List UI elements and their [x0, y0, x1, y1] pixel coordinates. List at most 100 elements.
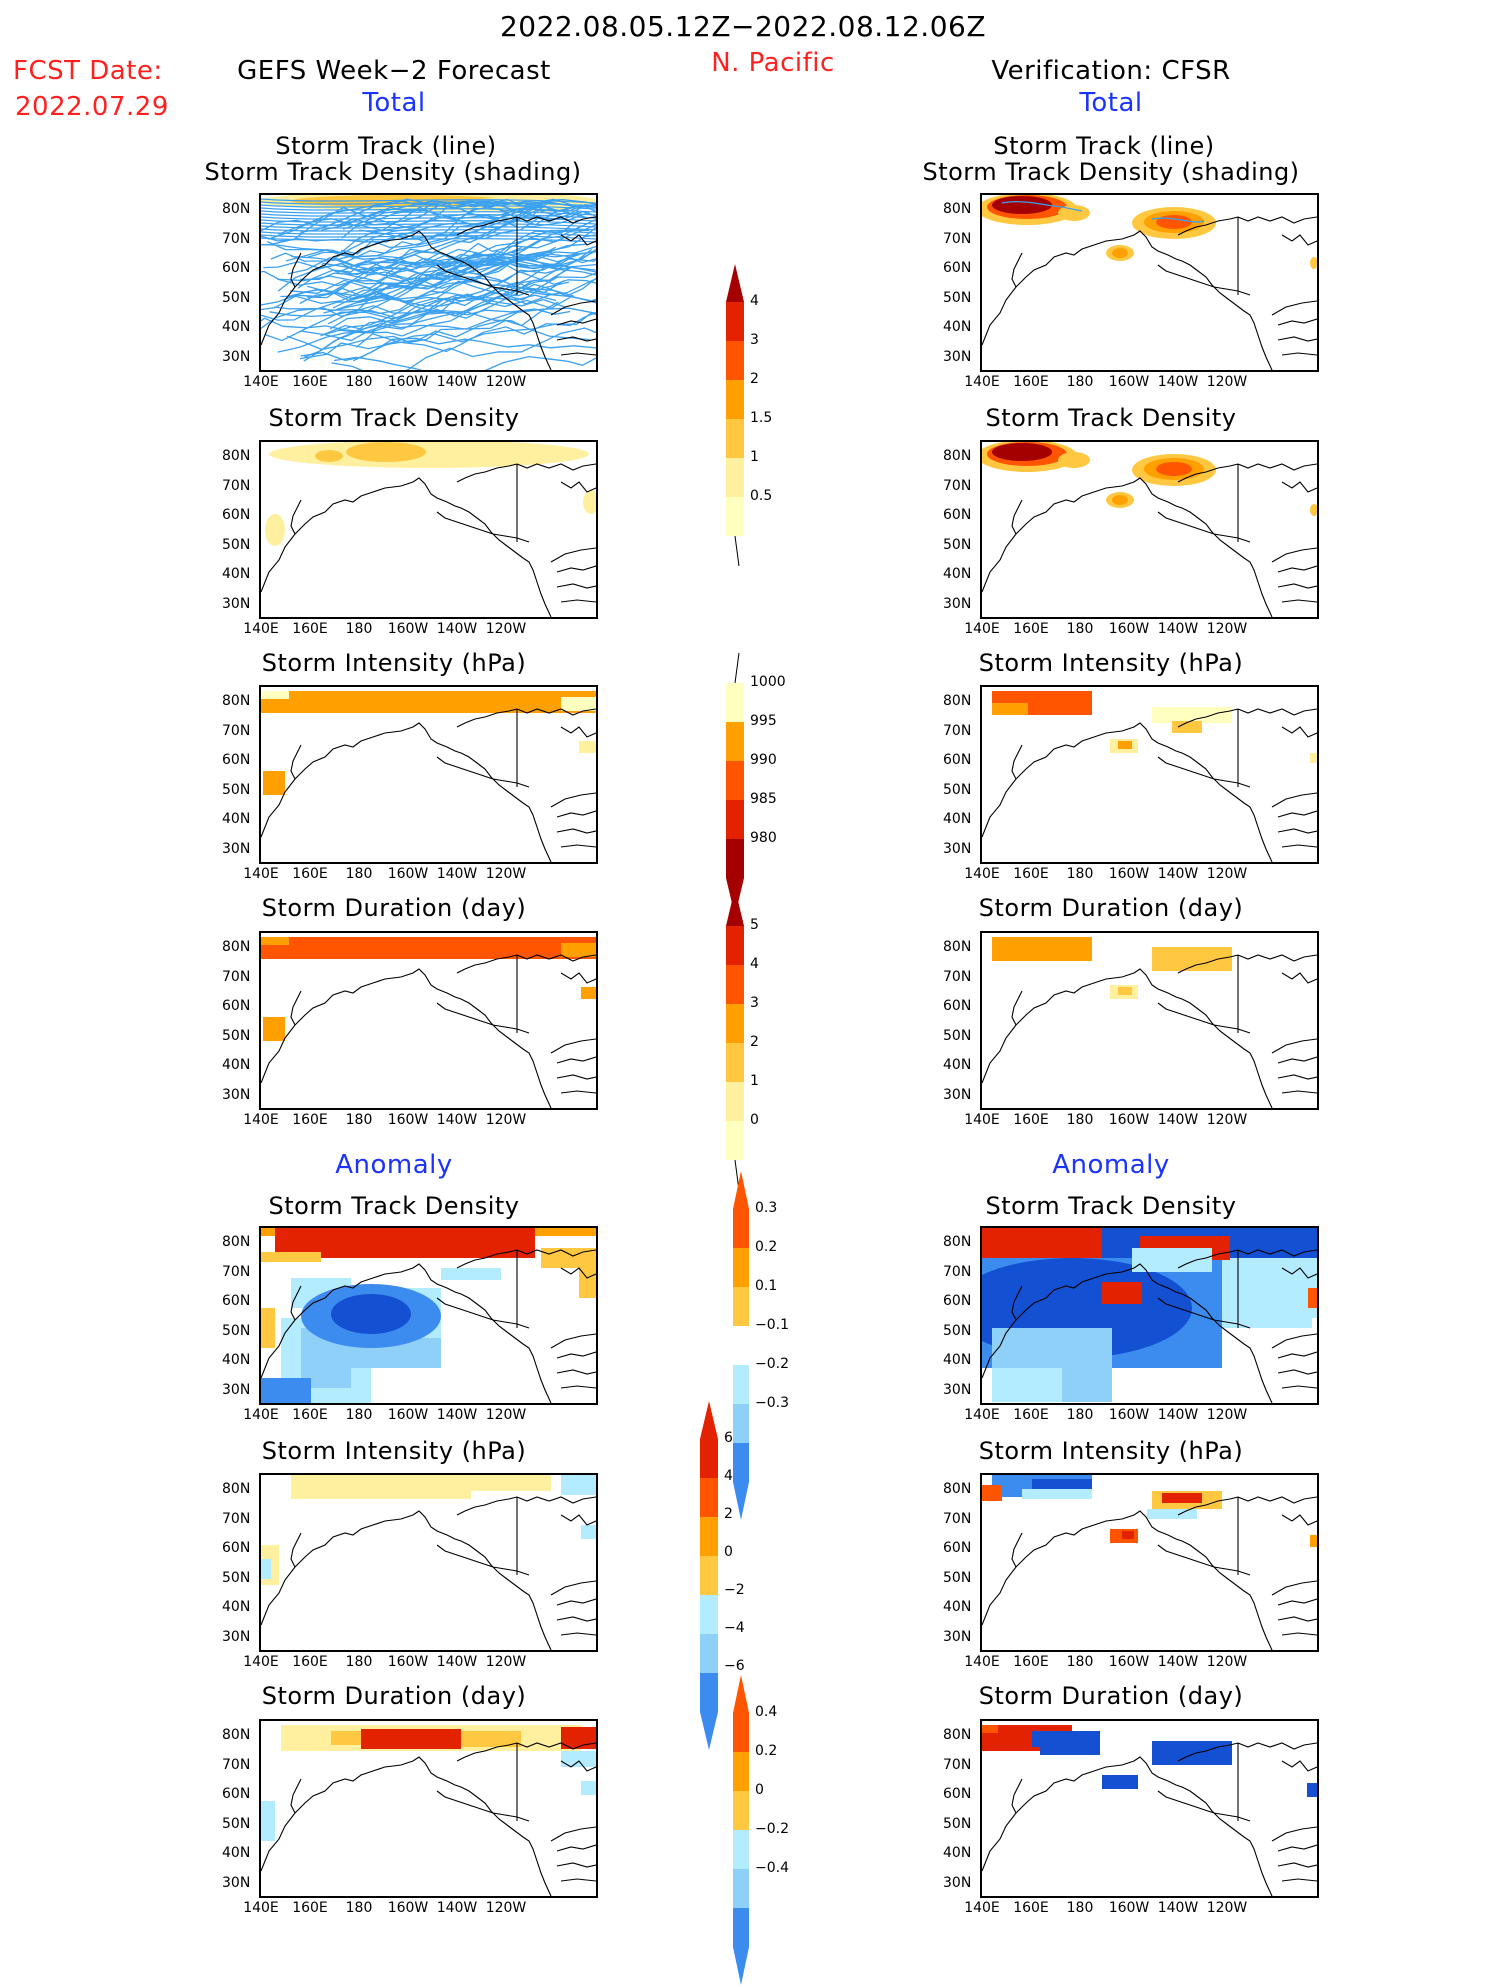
shaded-cell [261, 1378, 311, 1403]
coastline [261, 216, 596, 370]
longitude-label: 140E [964, 1407, 1000, 1423]
shaded-cell [561, 1475, 596, 1495]
longitude-label: 180 [1066, 374, 1094, 390]
colorbar-arrow-top [726, 264, 744, 302]
shaded-cell [261, 1559, 271, 1579]
latitude-label: 50N [222, 289, 251, 306]
colorbar-swatch [700, 1673, 718, 1712]
latitude-label: 30N [222, 348, 251, 365]
latitude-label: 50N [943, 1569, 972, 1586]
longitude-label: 160E [1013, 621, 1049, 637]
shaded-cell [1147, 1509, 1197, 1519]
shaded-cell [261, 691, 289, 699]
density-blob [1058, 205, 1090, 221]
panel-title-right-4: Storm Duration (day) [978, 894, 1244, 922]
map-panel-L5 [259, 1226, 598, 1405]
latitude-label: 40N [943, 1845, 972, 1861]
storm-track-line [261, 308, 532, 333]
latitude-label: 70N [222, 968, 251, 985]
shaded-cell [992, 703, 1028, 715]
colorbar-swatch [726, 497, 744, 536]
colorbar-label: 4 [750, 956, 759, 972]
colorbar-label: −0.3 [755, 1395, 789, 1411]
longitude-label: 140W [436, 866, 478, 882]
latitude-label: 80N [222, 939, 251, 955]
map-svg [261, 1475, 596, 1650]
colorbar-label: 4 [750, 293, 759, 309]
colorbar-duration [726, 888, 744, 1191]
longitude-label: 160E [1013, 1900, 1049, 1916]
latitude-label: 50N [222, 1569, 251, 1586]
storm-track-line [306, 248, 593, 299]
latitude-label: 70N [222, 1756, 251, 1773]
shaded-cell [1310, 1535, 1317, 1547]
longitude-label: 140W [1157, 1900, 1199, 1916]
latitude-label: 70N [222, 1510, 251, 1527]
storm-track-line [331, 327, 596, 370]
shaded-cell [263, 1017, 285, 1041]
map-panel-L3 [259, 685, 598, 864]
latitude-label: 80N [222, 1481, 251, 1497]
colorbar-label: 5 [750, 917, 759, 933]
coastline [982, 1496, 1317, 1650]
colorbar-swatch [726, 683, 744, 722]
map-svg [982, 195, 1317, 370]
longitude-label: 140E [964, 1112, 1000, 1128]
longitude-label: 140E [243, 374, 279, 390]
coastline [261, 1496, 596, 1650]
latitude-label: 70N [222, 1263, 251, 1280]
colorbar-label: −0.2 [755, 1821, 789, 1837]
map-panel-R2 [980, 440, 1319, 619]
panel-title-right-1b: Storm Track Density (shading) [922, 158, 1300, 186]
longitude-label: 120W [485, 1112, 527, 1128]
latitude-label: 60N [222, 752, 251, 768]
latitude-label: 40N [222, 319, 251, 335]
latitude-label: 40N [943, 566, 972, 582]
longitude-label: 160E [1013, 1407, 1049, 1423]
shaded-cell [261, 937, 596, 959]
colorbar-anom-density [733, 1171, 749, 1520]
longitude-label: 140W [1157, 1654, 1199, 1670]
longitude-label: 140E [243, 1654, 279, 1670]
longitude-label: 140E [243, 866, 279, 882]
latitude-label: 60N [943, 998, 972, 1014]
colorbar-swatch [726, 800, 744, 839]
shaded-cell [1310, 753, 1317, 763]
longitude-label: 140W [436, 374, 478, 390]
latitude-label: 30N [943, 1086, 972, 1103]
colorbar-label: −0.1 [755, 1317, 789, 1333]
longitude-label: 120W [1206, 374, 1248, 390]
latitude-label: 60N [943, 752, 972, 768]
shaded-cell [1152, 1741, 1232, 1765]
storm-track-line [261, 204, 596, 210]
shaded-cell [561, 943, 596, 957]
latitude-label: 40N [222, 1352, 251, 1368]
colorbar-arrow-bottom [734, 535, 740, 567]
region-title: N. Pacific [711, 48, 835, 78]
shaded-cell [1032, 1479, 1092, 1491]
colorbar-swatch [726, 926, 744, 965]
colorbar-label: 2 [724, 1506, 733, 1522]
storm-track-line [1151, 217, 1205, 223]
latitude-label: 50N [222, 1027, 251, 1044]
longitude-label: 140E [243, 1407, 279, 1423]
colorbar-label: 1.5 [750, 410, 773, 426]
colorbar-label: 0.2 [755, 1239, 778, 1255]
longitude-label: 180 [1066, 621, 1094, 637]
shaded-cell [581, 1781, 596, 1795]
longitude-label: 120W [1206, 1900, 1248, 1916]
longitude-label: 180 [345, 866, 373, 882]
panel-title-left-1b: Storm Track Density (shading) [204, 158, 582, 186]
longitude-label: 120W [485, 866, 527, 882]
longitude-label: 180 [345, 1407, 373, 1423]
longitude-label: 160E [292, 866, 328, 882]
panel-title-right-1a: Storm Track (line) [993, 132, 1215, 160]
storm-track-line [267, 203, 582, 259]
density-blob [315, 450, 343, 462]
latitude-label: 80N [943, 693, 972, 709]
colorbar-label: 980 [750, 830, 777, 846]
latitude-label: 80N [943, 1234, 972, 1250]
shaded-cell [1102, 1775, 1138, 1789]
density-blob [331, 1294, 411, 1334]
shaded-cell [461, 1731, 521, 1747]
